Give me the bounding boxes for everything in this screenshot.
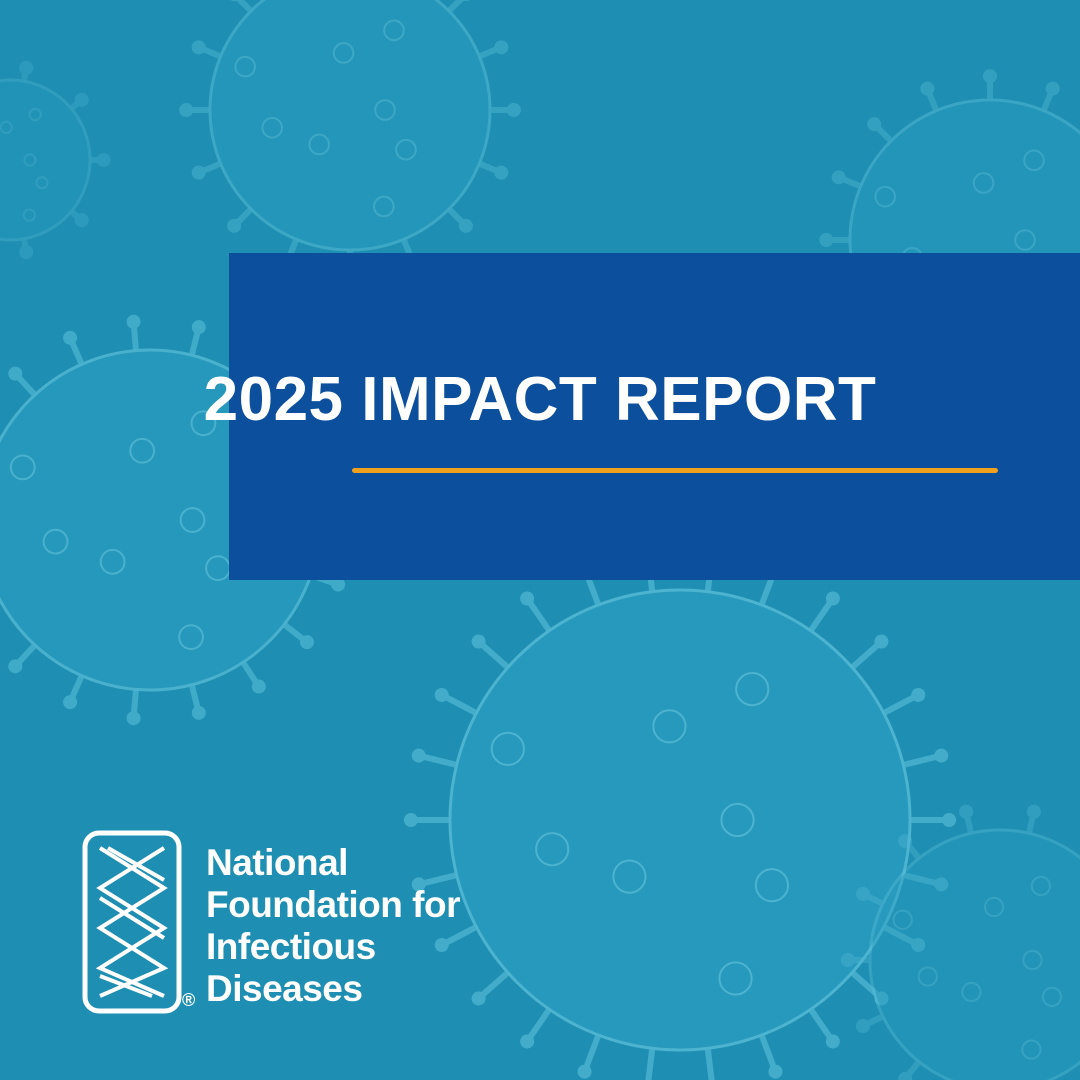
organization-name: National Foundation for Infectious Disea… xyxy=(206,842,461,1010)
org-name-line: Infectious xyxy=(206,926,376,967)
virus-particle xyxy=(0,60,111,260)
nfid-logo: ® National Foundation for Infectious Dis… xyxy=(82,830,502,1020)
accent-underline xyxy=(352,468,998,473)
virus-particle xyxy=(403,545,957,1080)
org-name-line: National xyxy=(206,842,348,883)
virus-particle xyxy=(840,804,1080,1080)
org-name-line: Foundation for xyxy=(206,884,461,925)
dna-helix-logo-icon xyxy=(82,830,182,1014)
registered-mark: ® xyxy=(182,990,196,1010)
org-name-line: Diseases xyxy=(206,968,363,1009)
report-title: 2025 IMPACT REPORT xyxy=(203,365,877,434)
title-banner xyxy=(229,253,1080,580)
virus-particle xyxy=(179,0,521,281)
